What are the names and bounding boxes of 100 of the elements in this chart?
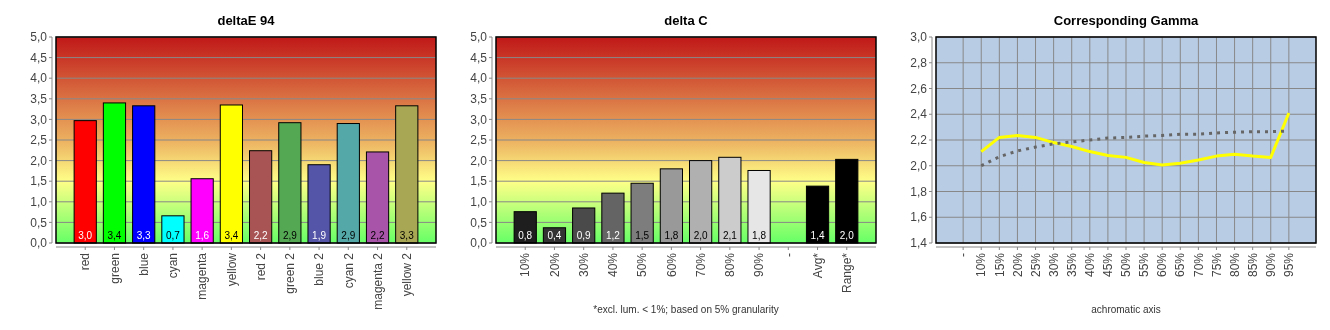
x-tick-label: blue: [136, 252, 151, 276]
x-tick-label: 65%: [1173, 252, 1188, 278]
x-tick-label: 30%: [576, 252, 591, 278]
x-tick-label: yellow 2: [399, 252, 414, 297]
y-tick-label: 1,6: [910, 210, 928, 225]
y-tick-label: 1,0: [470, 195, 488, 209]
x-tick-label: 50%: [1119, 252, 1134, 278]
y-tick-label: 1,5: [30, 174, 48, 189]
x-tick-label: 10%: [974, 252, 989, 278]
x-tick-label: 70%: [693, 252, 708, 278]
y-tick-label: 4,0: [30, 71, 48, 86]
chart-title: deltaE 94: [217, 13, 276, 28]
data-label: 2,2: [253, 230, 268, 241]
y-tick-label: 0,0: [470, 236, 488, 251]
y-tick-label: 2,4: [910, 107, 928, 122]
data-label: 0,7: [165, 230, 181, 241]
x-tick-label: red 2: [253, 252, 268, 281]
x-tick-label: 10%: [518, 252, 533, 278]
data-label: 0,8: [518, 230, 533, 241]
x-tick-label: Range*: [839, 252, 854, 294]
chart-title: delta C: [664, 13, 709, 28]
y-tick-label: 4,5: [30, 50, 48, 65]
x-tick-label: cyan: [166, 253, 181, 279]
x-tick-label: 20%: [1010, 252, 1025, 278]
y-tick-label: 1,5: [470, 174, 488, 189]
y-tick-label: 4,0: [470, 71, 488, 86]
data-label: 0,4: [547, 230, 562, 241]
y-tick-label: 0,5: [470, 215, 488, 230]
x-tick-label: 95%: [1282, 252, 1297, 278]
data-label: 1,4: [810, 230, 825, 241]
y-tick-label: 3,5: [30, 92, 48, 106]
x-tick-label: 90%: [1263, 252, 1278, 278]
x-tick-label: 35%: [1064, 252, 1079, 278]
x-tick-label: 25%: [1028, 252, 1043, 278]
y-tick-label: 1,0: [30, 195, 48, 209]
data-label: 2,9: [341, 230, 356, 241]
x-tick-label: 45%: [1101, 252, 1116, 278]
x-tick-label: blue 2: [312, 252, 327, 286]
data-label: 0,9: [576, 230, 592, 241]
x-tick-label: cyan 2: [341, 252, 356, 289]
data-label: 2,1: [722, 230, 738, 241]
y-tick-label: 5,0: [470, 30, 488, 45]
x-tick-label: green 2: [283, 252, 298, 294]
y-tick-label: 2,6: [910, 81, 928, 96]
x-tick-label: 55%: [1137, 252, 1152, 278]
data-label: 1,8: [664, 230, 679, 241]
x-tick-label: 40%: [606, 252, 621, 278]
y-tick-label: 0,5: [30, 215, 48, 230]
x-tick-label: 20%: [547, 252, 562, 278]
x-tick-label: 75%: [1209, 252, 1224, 278]
x-tick-label: 40%: [1083, 252, 1098, 278]
y-tick-label: 4,5: [470, 50, 488, 65]
x-tick-label: green: [107, 253, 122, 284]
x-tick-label: -: [956, 253, 971, 257]
data-label: 2,9: [282, 230, 298, 241]
x-tick-label: 60%: [664, 252, 679, 278]
chart-title: Corresponding Gamma: [1053, 13, 1199, 28]
x-tick-label: 80%: [723, 252, 738, 278]
x-tick-label: magenta: [195, 252, 210, 300]
x-tick-label: 60%: [1155, 252, 1170, 278]
y-tick-label: 2,8: [910, 55, 928, 70]
x-tick-label: 85%: [1245, 252, 1260, 278]
y-tick-label: 2,0: [470, 153, 488, 168]
y-tick-label: 2,5: [470, 133, 488, 148]
data-label: 3,4: [224, 230, 239, 241]
y-tick-label: 2,0: [910, 158, 928, 173]
y-tick-label: 3,0: [30, 112, 48, 127]
text: *excl. lum. < 1%; based on 5% granularity: [593, 304, 779, 315]
y-tick-label: 2,0: [30, 153, 48, 168]
line-series: [979, 111, 1291, 167]
x-tick-label: 70%: [1191, 252, 1206, 278]
data-label: 3,3: [399, 230, 415, 241]
x-axis-title: achromatic axis: [1091, 304, 1161, 315]
x-tick-label: magenta 2: [370, 252, 385, 310]
y-tick-label: 1,8: [910, 184, 928, 199]
data-label: 1,5: [635, 230, 650, 241]
data-label: 3,4: [107, 230, 122, 241]
x-tick-label: 30%: [1046, 252, 1061, 278]
data-label: 2,2: [370, 230, 385, 241]
y-tick-label: 3,5: [470, 92, 488, 106]
y-tick-label: 2,2: [910, 133, 928, 148]
y-tick-label: 3,0: [470, 112, 488, 127]
y-tick-label: 1,4: [910, 236, 928, 251]
x-tick-label: -: [781, 253, 796, 257]
x-tick-label: 90%: [752, 252, 767, 278]
x-tick-label: yellow: [224, 252, 239, 287]
data-label: 2,0: [839, 230, 855, 241]
y-tick-label: 0,0: [30, 236, 48, 251]
data-label: 1,8: [752, 230, 767, 241]
x-tick-label: 15%: [992, 252, 1007, 278]
y-tick-label: 3,0: [910, 30, 928, 45]
x-tick-label: 50%: [635, 252, 650, 278]
x-tick-label: 80%: [1227, 252, 1242, 278]
data-label: 3,0: [78, 230, 93, 241]
data-label: 1,6: [195, 230, 210, 241]
y-tick-label: 5,0: [30, 30, 48, 45]
data-label: 1,9: [312, 230, 327, 241]
data-label: 2,0: [693, 230, 708, 241]
x-tick-label: Avg*: [810, 252, 825, 279]
y-tick-label: 2,5: [30, 133, 48, 148]
